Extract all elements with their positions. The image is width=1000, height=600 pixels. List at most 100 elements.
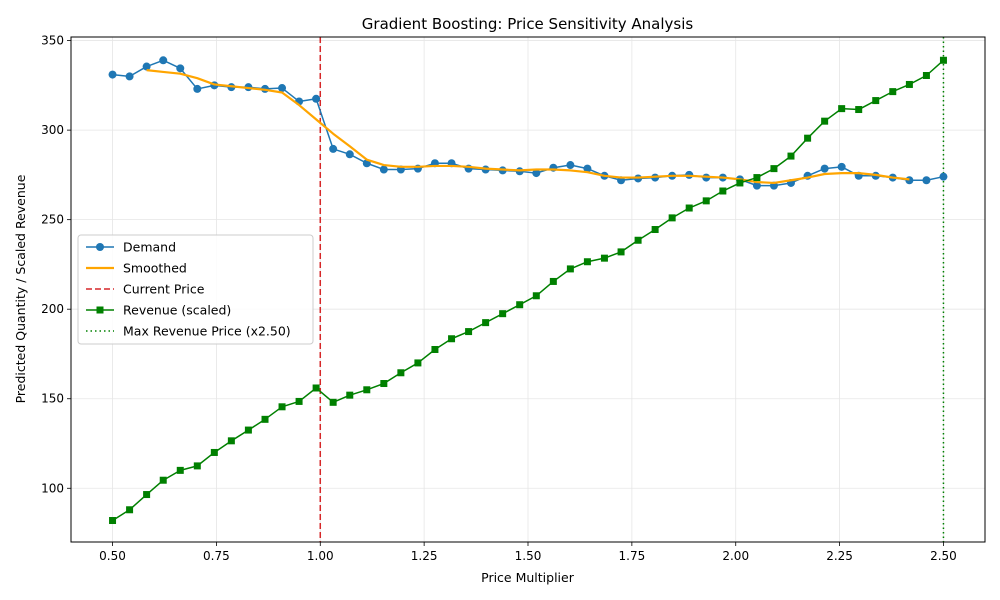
legend-item: Revenue (scaled)	[86, 303, 231, 318]
y-tick-label: 200	[41, 302, 64, 316]
x-tick-label: 1.00	[307, 549, 334, 563]
revenue-point	[346, 391, 354, 399]
revenue-point	[448, 335, 456, 343]
revenue-point	[668, 214, 676, 222]
revenue-point	[227, 437, 235, 445]
revenue-point	[719, 187, 727, 195]
legend-label: Max Revenue Price (x2.50)	[123, 324, 291, 339]
revenue-point	[278, 403, 286, 411]
y-tick-label: 350	[41, 34, 64, 48]
y-tick-label: 300	[41, 123, 64, 137]
x-tick-label: 2.25	[826, 549, 853, 563]
revenue-point	[397, 369, 405, 377]
x-tick-label: 2.50	[930, 549, 957, 563]
revenue-point	[736, 179, 744, 187]
revenue-point	[414, 359, 422, 367]
legend-item: Smoothed	[86, 261, 187, 276]
revenue-point	[312, 384, 320, 392]
demand-point	[939, 172, 948, 181]
x-tick-label: 0.50	[99, 549, 126, 563]
y-tick-label: 100	[41, 481, 64, 495]
revenue-point	[583, 258, 591, 266]
demand-point	[583, 164, 592, 173]
revenue-point	[532, 292, 540, 300]
demand-point	[566, 161, 575, 170]
y-axis: 100 150 200 250 300 350	[41, 34, 71, 495]
demand-point	[345, 150, 354, 159]
revenue-point	[329, 398, 337, 406]
revenue-point	[176, 466, 184, 474]
x-tick-label: 0.75	[203, 549, 230, 563]
legend-item: Current Price	[86, 282, 205, 297]
legend-marker	[96, 306, 104, 314]
demand-point	[125, 72, 134, 81]
revenue-point	[600, 254, 608, 262]
demand-point	[820, 164, 829, 173]
demand-point	[142, 62, 151, 71]
revenue-point	[634, 236, 642, 244]
legend-marker	[96, 243, 104, 251]
y-tick-label: 250	[41, 213, 64, 227]
demand-point	[159, 56, 168, 65]
legend: Demand Smoothed Current Price Revenue (scal…	[77, 234, 314, 345]
x-axis: 0.50 0.75 1.00 1.25 1.50 1.75 2.00 2.25 2.50	[99, 542, 957, 563]
revenue-point	[380, 380, 388, 388]
revenue-point	[516, 301, 524, 309]
legend-item: Max Revenue Price (x2.50)	[86, 324, 291, 339]
legend-label: Demand	[123, 240, 176, 255]
demand-point	[176, 64, 185, 73]
series	[108, 56, 948, 525]
revenue-point	[363, 386, 371, 394]
revenue-point	[126, 506, 134, 514]
x-tick-label: 1.25	[411, 549, 438, 563]
revenue-point	[143, 491, 151, 499]
demand-point	[312, 94, 321, 103]
revenue-point	[905, 80, 913, 88]
revenue-point	[651, 226, 659, 234]
x-axis-title: Price Multiplier	[481, 570, 575, 585]
revenue-point	[889, 88, 897, 96]
demand-point	[905, 176, 914, 185]
revenue-point	[821, 117, 829, 125]
demand-point	[329, 144, 338, 153]
x-tick-label: 2.00	[722, 549, 749, 563]
demand-point	[752, 181, 761, 190]
series-smoothed	[146, 69, 910, 185]
revenue-point	[549, 277, 557, 285]
chart-title: Gradient Boosting: Price Sensitivity Ana…	[362, 15, 694, 33]
demand-point	[193, 84, 202, 93]
legend-label: Current Price	[123, 282, 205, 297]
revenue-point	[753, 174, 761, 182]
y-axis-title: Predicted Quantity / Scaled Revenue	[13, 174, 28, 403]
y-tick-label: 150	[41, 392, 64, 406]
revenue-point	[702, 197, 710, 205]
revenue-point	[804, 134, 812, 142]
legend-label: Smoothed	[123, 261, 187, 276]
demand-point	[379, 165, 388, 174]
demand-point	[922, 176, 931, 185]
revenue-point	[159, 476, 167, 484]
revenue-point	[465, 328, 473, 336]
series-line	[146, 69, 910, 185]
x-tick-label: 1.50	[515, 549, 542, 563]
legend-label: Revenue (scaled)	[123, 303, 231, 318]
revenue-point	[855, 106, 863, 114]
revenue-point	[770, 165, 778, 173]
revenue-point	[939, 56, 947, 64]
revenue-point	[922, 72, 930, 80]
revenue-point	[685, 204, 693, 212]
revenue-point	[482, 319, 490, 327]
revenue-point	[193, 462, 201, 470]
demand-point	[837, 162, 846, 171]
revenue-point	[872, 97, 880, 105]
revenue-point	[838, 105, 846, 113]
revenue-point	[431, 345, 439, 353]
x-tick-label: 1.75	[619, 549, 646, 563]
series-revenue-scaled	[109, 56, 947, 525]
demand-point	[532, 169, 541, 178]
revenue-point	[499, 310, 507, 318]
legend-box	[77, 234, 314, 345]
revenue-point	[109, 517, 117, 525]
revenue-point	[787, 152, 795, 160]
revenue-point	[295, 397, 303, 405]
